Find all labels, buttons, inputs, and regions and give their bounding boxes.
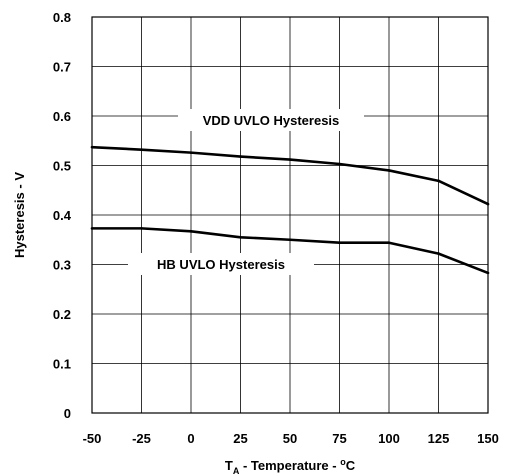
x-axis-title: TA - Temperature - oC (225, 457, 356, 476)
series-1-point-6 (387, 241, 391, 245)
y-tick-label-4: 0.4 (53, 208, 72, 223)
series-1-point-4 (288, 238, 292, 242)
x-tick-label-8: 150 (477, 431, 499, 446)
y-tick-label-1: 0.1 (53, 357, 71, 372)
y-tick-label-0: 0 (64, 406, 71, 421)
series-label-bg-vdd (178, 109, 364, 131)
series-0-point-6 (387, 169, 391, 172)
x-tick-label-2: 0 (187, 431, 194, 446)
x-tick-label-7: 125 (428, 431, 450, 446)
x-tick-label-0: -50 (83, 431, 102, 446)
series-1-point-3 (239, 235, 242, 239)
series-0-point-2 (189, 151, 193, 154)
y-axis-title: Hysteresis - V (12, 172, 27, 258)
y-tick-label-7: 0.7 (53, 60, 71, 75)
y-tick-label-3: 0.3 (53, 258, 71, 273)
x-axis-title-degree: o (340, 457, 346, 467)
series-layer (90, 145, 490, 275)
series-1-point-1 (140, 227, 143, 230)
series-1-point-2 (189, 230, 193, 233)
x-tick-label-3: 25 (233, 431, 247, 446)
series-1-point-7 (437, 252, 440, 255)
y-tick-label-6: 0.6 (53, 109, 71, 124)
series-0-point-7 (437, 179, 440, 183)
plot-frame (91, 16, 489, 414)
y-tick-label-8: 0.8 (53, 10, 71, 25)
series-0-point-4 (288, 158, 292, 161)
x-tick-label-4: 50 (283, 431, 297, 446)
x-tick-label-1: -25 (132, 431, 151, 446)
y-tick-label-5: 0.5 (53, 159, 71, 174)
series-0-point-3 (239, 155, 242, 158)
series-1-point-5 (338, 241, 341, 245)
y-tick-label-2: 0.2 (53, 307, 71, 322)
series-0-point-5 (338, 162, 341, 166)
x-tick-labels: -50 -25 0 25 50 75 100 125 150 (83, 431, 499, 446)
x-axis-title-t: T (225, 458, 233, 473)
x-tick-label-6: 100 (378, 431, 400, 446)
x-axis-title-unit: C (346, 458, 356, 473)
series-label-bg-hb (128, 253, 314, 275)
series-label-vdd-uvlo: VDD UVLO Hysteresis (203, 113, 340, 128)
series-label-hb-uvlo: HB UVLO Hysteresis (157, 257, 285, 272)
x-axis-title-middle: - Temperature - (239, 458, 340, 473)
x-axis-title-subscript: A (233, 466, 240, 476)
x-tick-label-5: 75 (332, 431, 346, 446)
y-tick-labels: 0 0.1 0.2 0.3 0.4 0.5 0.6 0.7 0.8 (53, 10, 72, 421)
series-0-point-1 (140, 148, 143, 151)
